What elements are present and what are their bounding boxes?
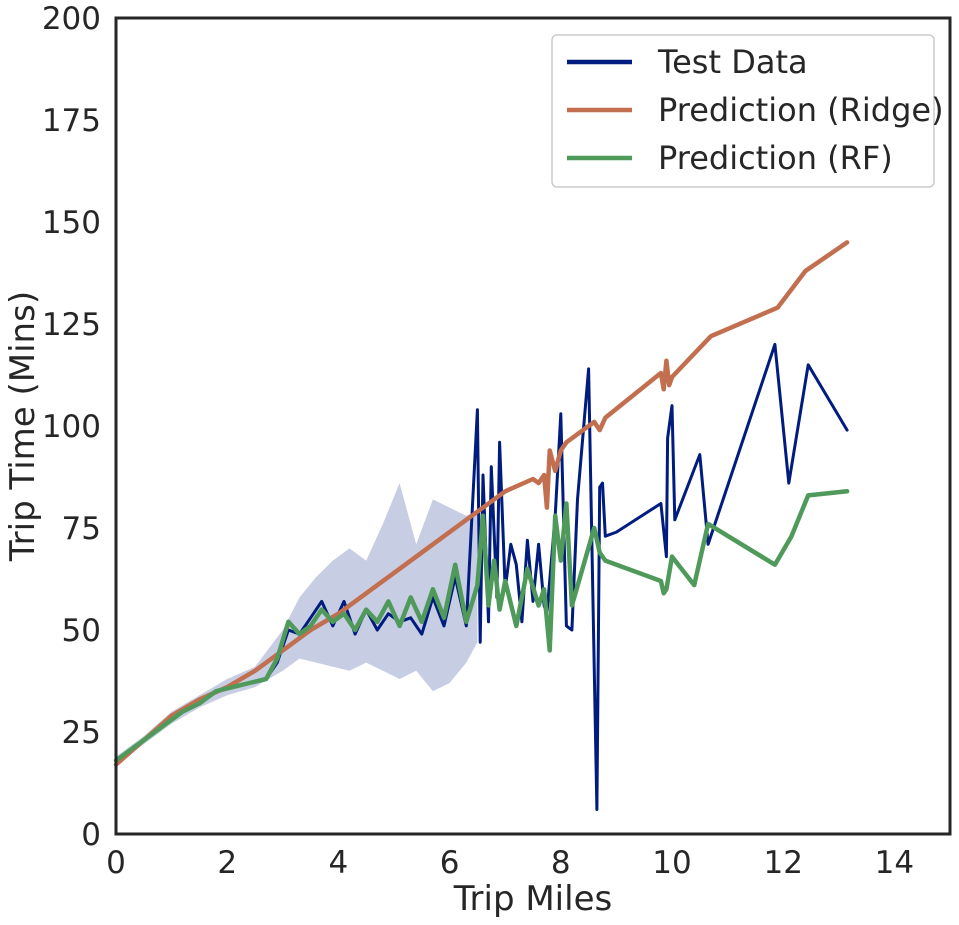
x-axis-ticks: 0 2 4 6 8 10 12 14: [106, 845, 914, 881]
legend-box: [551, 34, 935, 188]
x-tick-label: 4: [329, 845, 349, 881]
y-tick-label: 200: [42, 1, 101, 37]
y-axis-title: Trip Time (Mins): [3, 291, 43, 562]
legend-label-prediction-rf: Prediction (RF): [658, 139, 893, 177]
x-tick-label: 10: [652, 845, 691, 881]
legend: Test Data Prediction (Ridge) Prediction (R…: [551, 34, 944, 188]
y-tick-label: 25: [62, 715, 101, 751]
x-axis-title: Trip Miles: [453, 879, 612, 919]
legend-label-test-data: Test Data: [657, 43, 808, 81]
plot-frame: [114, 16, 952, 836]
y-tick-label: 125: [42, 307, 101, 343]
x-tick-label: 6: [440, 845, 460, 881]
x-tick-label: 0: [106, 845, 126, 881]
y-axis-ticks: 0 25 50 75 100 125 150 175 200: [42, 1, 101, 853]
legend-label-prediction-ridge: Prediction (Ridge): [658, 91, 944, 129]
x-tick-label: 12: [763, 845, 802, 881]
x-tick-label: 14: [875, 845, 914, 881]
series-layer: [113, 240, 850, 811]
y-tick-label: 100: [42, 409, 101, 445]
x-tick-label: 8: [551, 845, 571, 881]
y-tick-label: 175: [42, 103, 101, 139]
x-tick-label: 2: [217, 845, 237, 881]
series-line-prediction-ridge: [113, 240, 850, 767]
y-tick-label: 0: [81, 817, 101, 853]
series-line-prediction-rf: [113, 489, 850, 763]
y-tick-label: 150: [42, 205, 101, 241]
y-tick-label: 50: [62, 613, 101, 649]
y-tick-label: 75: [62, 511, 101, 547]
series-line-test-data: [114, 342, 849, 811]
